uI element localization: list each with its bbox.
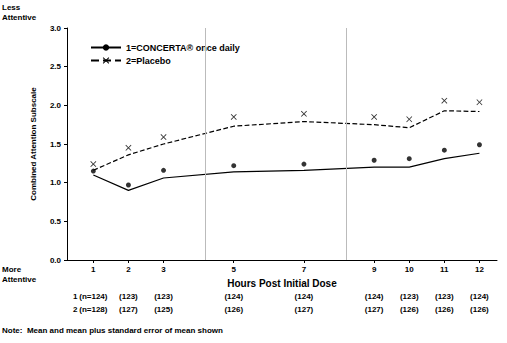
svg-text:10: 10: [405, 265, 414, 274]
svg-text:1.0: 1.0: [50, 178, 62, 187]
svg-text:Combined Attention Subscale: Combined Attention Subscale: [29, 87, 38, 201]
svg-text:Attentive: Attentive: [2, 13, 37, 22]
svg-text:Hours Post Initial Dose: Hours Post Initial Dose: [227, 278, 337, 289]
svg-text:(126): (126): [400, 305, 419, 314]
svg-text:2.5: 2.5: [50, 62, 62, 71]
svg-text:(126): (126): [470, 305, 489, 314]
svg-text:11: 11: [440, 265, 449, 274]
svg-text:2=Placebo: 2=Placebo: [126, 56, 171, 66]
svg-text:1: 1: [91, 265, 96, 274]
svg-text:3.0: 3.0: [50, 24, 62, 33]
svg-text:2: 2: [73, 305, 78, 314]
svg-text:(n=128): (n=128): [79, 305, 108, 314]
svg-text:0.5: 0.5: [50, 217, 62, 226]
svg-text:Note: Mean and mean plus stan: Note: Mean and mean plus standard error …: [2, 326, 223, 335]
svg-text:(123): (123): [400, 292, 419, 301]
svg-text:(124): (124): [365, 292, 384, 301]
svg-text:(123): (123): [154, 292, 173, 301]
svg-text:2.0: 2.0: [50, 101, 62, 110]
svg-text:1=CONCERTA® once daily: 1=CONCERTA® once daily: [126, 43, 240, 53]
svg-text:12: 12: [475, 265, 484, 274]
svg-text:(125): (125): [154, 305, 173, 314]
svg-text:(127): (127): [119, 305, 138, 314]
svg-text:2: 2: [126, 265, 131, 274]
svg-text:1.5: 1.5: [50, 140, 62, 149]
svg-text:(n=124): (n=124): [79, 292, 108, 301]
svg-text:Attentive: Attentive: [2, 275, 37, 284]
svg-text:(126): (126): [224, 305, 243, 314]
svg-text:7: 7: [302, 265, 307, 274]
svg-text:Less: Less: [2, 3, 22, 12]
svg-text:0.0: 0.0: [50, 256, 62, 265]
svg-text:(124): (124): [295, 292, 314, 301]
svg-text:5: 5: [232, 265, 237, 274]
svg-text:(123): (123): [435, 292, 454, 301]
svg-text:9: 9: [372, 265, 377, 274]
svg-text:(123): (123): [119, 292, 138, 301]
svg-text:3: 3: [161, 265, 166, 274]
svg-text:(127): (127): [295, 305, 314, 314]
svg-text:(126): (126): [435, 305, 454, 314]
svg-text:More: More: [2, 265, 23, 274]
svg-text:1: 1: [73, 292, 78, 301]
svg-text:(124): (124): [224, 292, 243, 301]
svg-text:(124): (124): [470, 292, 489, 301]
svg-text:(127): (127): [365, 305, 384, 314]
